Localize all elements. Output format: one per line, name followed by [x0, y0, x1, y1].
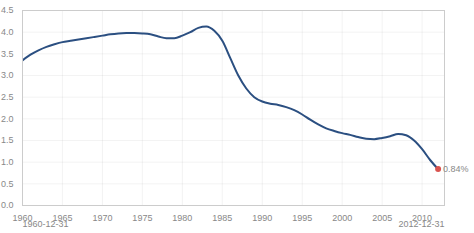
svg-text:2012-12-31: 2012-12-31	[398, 219, 444, 229]
svg-text:4.5: 4.5	[1, 5, 14, 15]
svg-text:1.5: 1.5	[1, 135, 14, 145]
svg-text:2000: 2000	[332, 213, 352, 223]
svg-text:1995: 1995	[292, 213, 312, 223]
svg-text:1990: 1990	[252, 213, 272, 223]
svg-text:1.0: 1.0	[1, 157, 14, 167]
svg-text:2.5: 2.5	[1, 92, 14, 102]
svg-text:2005: 2005	[372, 213, 392, 223]
svg-text:0.5: 0.5	[1, 179, 14, 189]
svg-text:1960-12-31: 1960-12-31	[23, 219, 69, 229]
svg-text:0.84%: 0.84%	[443, 164, 469, 174]
svg-text:3.5: 3.5	[1, 49, 14, 59]
svg-text:1970: 1970	[92, 213, 112, 223]
svg-text:0.0: 0.0	[1, 200, 14, 210]
svg-text:4.0: 4.0	[1, 27, 14, 37]
svg-text:2.0: 2.0	[1, 114, 14, 124]
svg-text:1975: 1975	[132, 213, 152, 223]
svg-text:3.0: 3.0	[1, 70, 14, 80]
svg-text:1985: 1985	[212, 213, 232, 223]
svg-text:1980: 1980	[172, 213, 192, 223]
